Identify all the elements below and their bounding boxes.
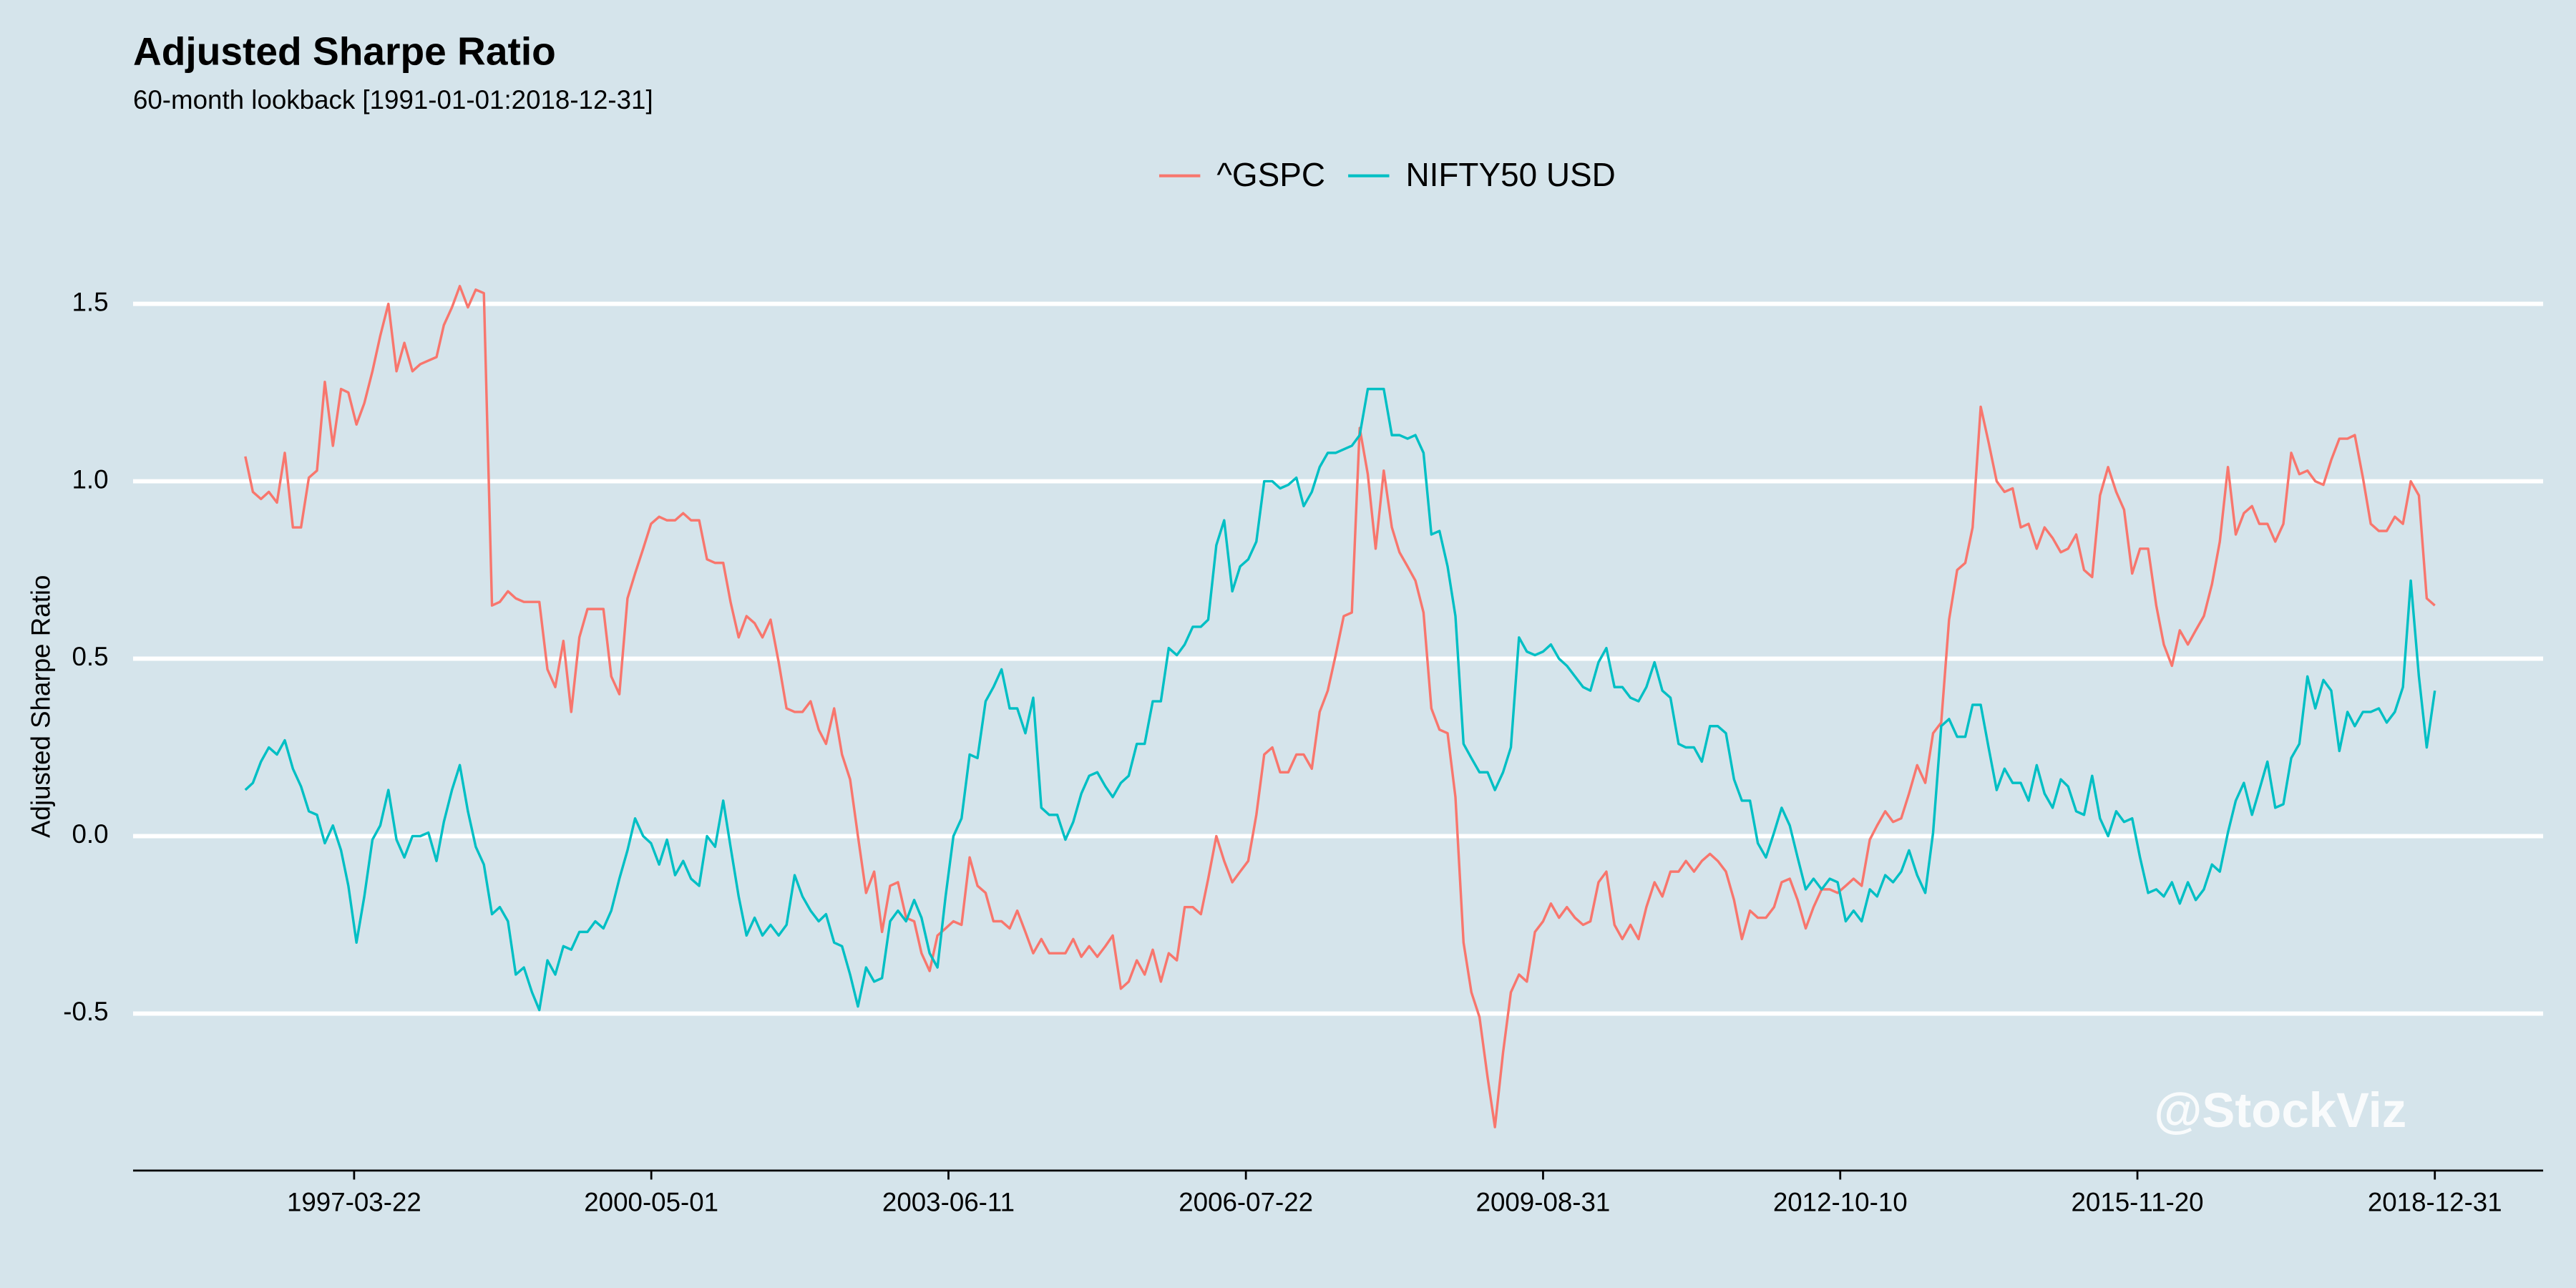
- x-tick-label: 2009-08-31: [1476, 1188, 1611, 1217]
- x-tick-label: 2018-12-31: [2368, 1188, 2502, 1217]
- y-tick-label: 0.5: [72, 642, 108, 671]
- chart-title: Adjusted Sharpe Ratio: [133, 29, 556, 73]
- y-tick-label: 0.0: [72, 819, 108, 849]
- x-tick-label: 2012-10-10: [1773, 1188, 1908, 1217]
- y-tick-label: 1.0: [72, 464, 108, 494]
- y-tick-label: 1.5: [72, 287, 108, 316]
- x-tick-label: 2015-11-20: [2072, 1188, 2204, 1217]
- x-tick-label: 2000-05-01: [584, 1188, 718, 1217]
- x-tick-label: 2003-06-11: [882, 1188, 1015, 1217]
- legend: ^GSPC NIFTY50 USD: [1158, 156, 1616, 193]
- chart-subtitle: 60-month lookback [1991-01-01:2018-12-31…: [133, 85, 653, 114]
- series-line: [244, 285, 2436, 1128]
- x-tick-label: 2006-07-22: [1179, 1188, 1313, 1217]
- y-axis-label: Adjusted Sharpe Ratio: [26, 575, 55, 838]
- watermark: @StockViz: [2154, 1083, 2406, 1138]
- legend-label: ^GSPC: [1216, 156, 1325, 193]
- y-tick-label: -0.5: [63, 997, 108, 1026]
- legend-label: NIFTY50 USD: [1405, 156, 1615, 193]
- x-tick-label: 1997-03-22: [287, 1188, 421, 1217]
- series-line: [244, 387, 2436, 1012]
